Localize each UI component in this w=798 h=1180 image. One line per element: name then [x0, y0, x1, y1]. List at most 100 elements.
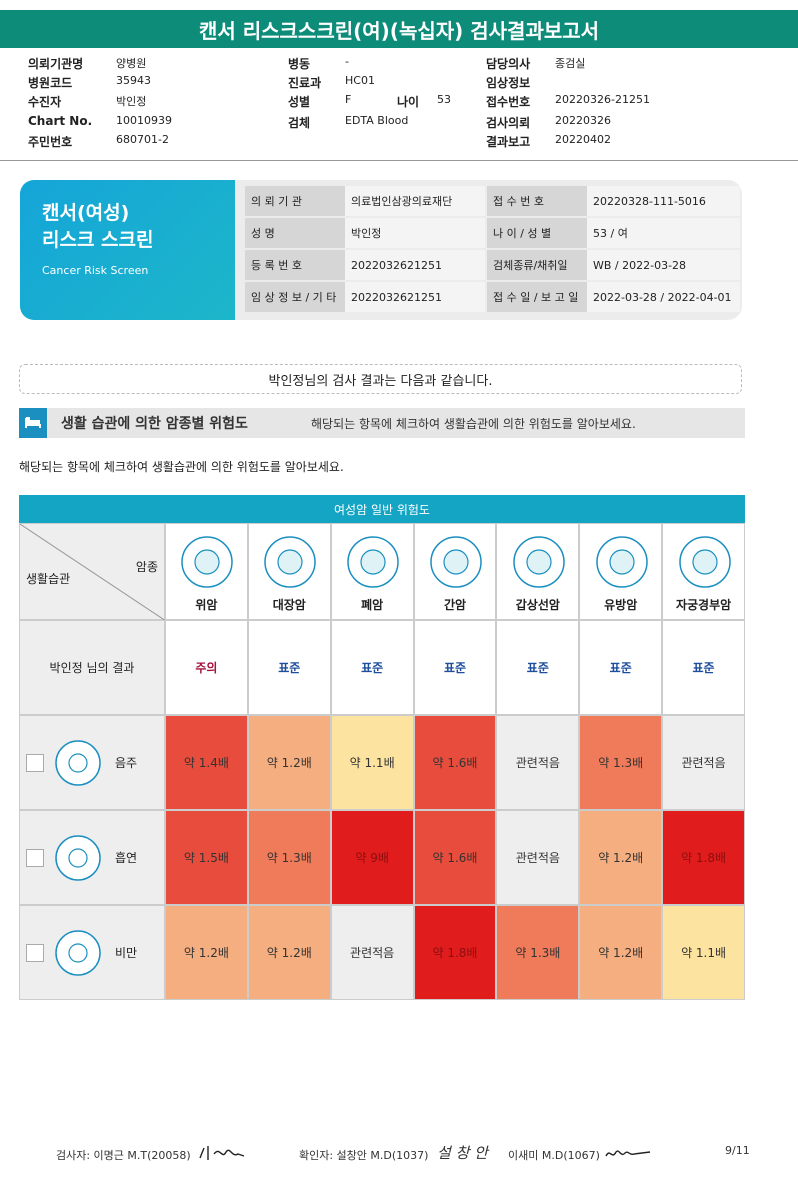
banner-label: 임 상 정 보 / 기 타 — [245, 282, 345, 312]
risk-cell: 관련적음 — [496, 810, 580, 905]
corner-top: 암종 — [135, 560, 158, 574]
result-cell: 표준 — [496, 620, 580, 715]
banner-title: 캔서(여성) — [42, 202, 130, 224]
banner-table: 의 뢰 기 관 의료법인삼광의료재단 접 수 번 호 20220328-111-501… — [245, 186, 740, 314]
risk-cell: 약 9배 — [330, 810, 414, 905]
result-cell: 표준 — [247, 620, 331, 715]
banner-label: 등 록 번 호 — [245, 250, 345, 280]
risk-cell: 관련적음 — [496, 715, 580, 810]
cancer-header: 폐암 — [330, 523, 414, 620]
report-title: 캔서 리스크스크린(여)(녹십자) 검사결과보고서 — [0, 10, 798, 48]
info-label: 담당의사 — [486, 57, 531, 71]
cancer-header: 자궁경부암 — [662, 523, 745, 620]
risk-cell: 약 1.2배 — [165, 905, 248, 1000]
result-cell: 표준 — [413, 620, 497, 715]
cancer-icon — [347, 536, 399, 588]
info-value: 35943 — [116, 74, 151, 87]
info-label: 검체 — [288, 116, 311, 130]
banner-value: 박인정 — [345, 218, 485, 248]
banner-label: 검체종류/채취일 — [487, 250, 587, 280]
info-value: 20220326 — [555, 114, 611, 127]
checkbox — [26, 754, 44, 772]
cancer-name: 유방암 — [604, 598, 638, 612]
signature-text: 설 창 안 — [437, 1144, 488, 1162]
section-title: 생활 습관에 의한 암종별 위험도 — [61, 416, 248, 432]
cancer-name: 폐암 — [361, 598, 384, 612]
result-label: 박인정 님의 결과 — [19, 620, 165, 715]
notice: 박인정님의 검사 결과는 다음과 같습니다. — [19, 364, 742, 394]
info-value: 종검실 — [555, 57, 586, 70]
risk-cell: 약 1.6배 — [413, 715, 497, 810]
risk-cell: 약 1.2배 — [579, 810, 663, 905]
habit-label: 비만 — [115, 946, 138, 960]
banner-panel: 캔서(여성) 리스크 스크린 Cancer Risk Screen — [20, 180, 235, 320]
result-cell: 표준 — [662, 620, 745, 715]
confirmer: 확인자: 설창안 M.D(1037) — [299, 1149, 429, 1162]
habit-icon — [55, 835, 101, 881]
risk-cell: 약 1.6배 — [413, 810, 497, 905]
habit-label: 흡연 — [115, 851, 138, 865]
risk-cell: 관련적음 — [330, 905, 414, 1000]
banner-title: 리스크 스크린 — [42, 229, 154, 251]
habit-cell: 음주 — [19, 715, 165, 810]
risk-cell: 약 1.2배 — [579, 905, 663, 1000]
info-value: - — [345, 55, 349, 68]
banner-value: 20220328-111-5016 — [587, 186, 740, 216]
banner-value: 2022-03-28 / 2022-04-01 — [587, 282, 740, 312]
risk-cell: 약 1.3배 — [496, 905, 580, 1000]
info-label: 수진자 — [28, 95, 62, 109]
risk-cell: 관련적음 — [662, 715, 745, 810]
section-icon — [19, 408, 47, 438]
info-label: 주민번호 — [28, 135, 73, 149]
banner-value: 의료법인삼광의료재단 — [345, 186, 485, 216]
risk-cell: 약 1.2배 — [247, 715, 331, 810]
banner-label: 접 수 일 / 보 고 일 — [487, 282, 587, 312]
cancer-header: 간암 — [413, 523, 497, 620]
info-label: 나이 — [397, 95, 420, 109]
risk-cell: 약 1.5배 — [165, 810, 248, 905]
result-cell: 주의 — [165, 620, 248, 715]
signature — [605, 1150, 651, 1157]
info-grid: 의뢰기관명 양병원 병원코드 35943 수진자 박인정 Chart No. 10010939… — [0, 48, 798, 160]
banner-value: 2022032621251 — [345, 250, 485, 280]
cancer-name: 대장암 — [272, 598, 306, 612]
cancer-icon — [595, 536, 648, 588]
banner-label: 접 수 번 호 — [487, 186, 587, 216]
cancer-icon — [678, 536, 731, 588]
signature — [199, 1146, 245, 1160]
habit-cell: 흡연 — [19, 810, 165, 905]
banner-label: 의 뢰 기 관 — [245, 186, 345, 216]
cancer-header: 갑상선암 — [496, 523, 580, 620]
info-label: 결과보고 — [486, 135, 531, 149]
info-label: Chart No. — [28, 114, 93, 128]
cancer-name: 간암 — [443, 598, 467, 612]
page-number: 9/11 — [725, 1144, 750, 1157]
risk-cell: 약 1.2배 — [247, 905, 331, 1000]
info-label: 성별 — [288, 95, 311, 109]
banner-subtitle: Cancer Risk Screen — [42, 264, 149, 277]
info-label: 임상정보 — [486, 76, 531, 90]
info-label: 병원코드 — [28, 76, 73, 90]
info-label: 진료과 — [288, 76, 322, 90]
divider — [0, 160, 798, 161]
risk-table: 여성암 일반 위험도 암종 생활습관 위암 주의 대장암 표준 폐암 표준 간암 표준 갑상선암 표준 유… — [19, 495, 745, 1000]
risk-cell: 약 1.3배 — [247, 810, 331, 905]
habit-label: 음주 — [115, 756, 138, 770]
cancer-name: 자궁경부암 — [675, 598, 732, 612]
info-value: EDTA Blood — [345, 114, 409, 127]
info-value: 680701-2 — [116, 133, 169, 146]
info-value: 10010939 — [116, 114, 172, 127]
banner-value: WB / 2022-03-28 — [587, 250, 740, 280]
corner-bottom: 생활습관 — [26, 572, 71, 586]
risk-cell: 약 1.8배 — [662, 810, 745, 905]
info-value: HC01 — [345, 74, 375, 87]
result-cell: 표준 — [330, 620, 414, 715]
risk-cell: 약 1.1배 — [330, 715, 414, 810]
risk-cell: 약 1.4배 — [165, 715, 248, 810]
habit-icon — [55, 930, 101, 976]
cancer-header: 위암 — [165, 523, 248, 620]
section-hint: 해당되는 항목에 체크하여 생활습관에 의한 위험도를 알아보세요. — [311, 416, 636, 431]
instruction: 해당되는 항목에 체크하여 생활습관에 의한 위험도를 알아보세요. — [19, 460, 344, 474]
